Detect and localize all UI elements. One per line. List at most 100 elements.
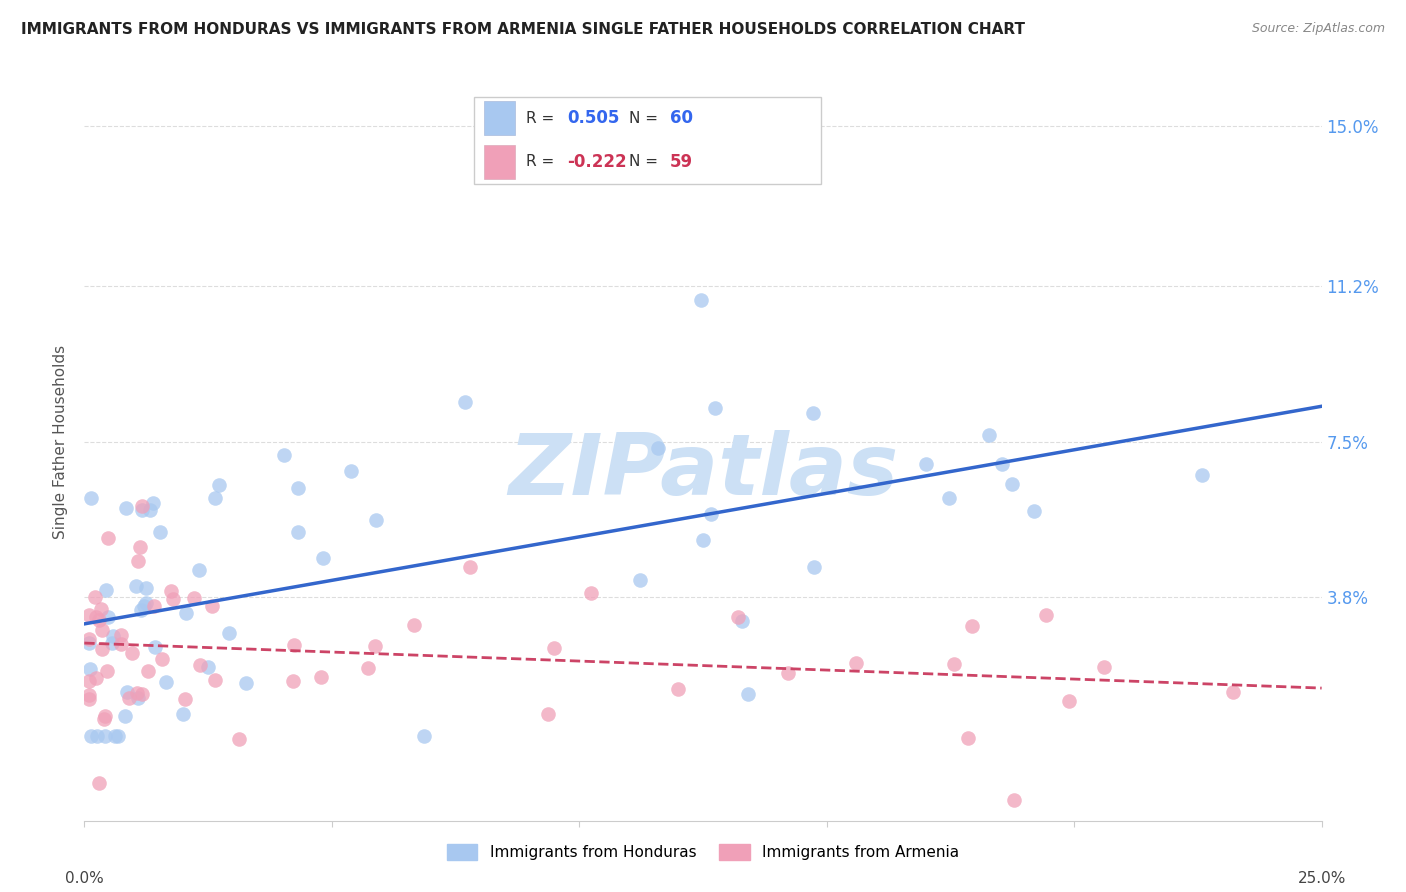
Point [204,491,226,505]
Point [1002,792,1025,806]
Text: ZIPatlas: ZIPatlas [508,430,898,514]
Point [134,599,156,614]
Point [94,730,117,744]
Point [101,636,124,650]
Point [312,551,335,566]
Point [1057,693,1080,707]
Text: 0.505: 0.505 [567,110,619,128]
Point [139,503,162,517]
Point [977,428,1000,442]
Point [340,464,363,478]
Point [79,608,101,623]
Point [197,659,219,673]
Point [700,507,723,521]
Point [309,670,332,684]
Point [110,628,132,642]
Point [1024,503,1046,517]
Point [115,501,138,516]
Point [363,639,385,653]
Point [281,674,304,689]
Point [1222,685,1244,699]
Point [142,496,165,510]
Point [121,646,143,660]
Point [155,675,177,690]
Text: 59: 59 [669,153,693,171]
Point [104,730,127,744]
Point [727,610,749,624]
Point [579,585,602,599]
Text: R =: R = [526,154,560,169]
Point [938,491,960,505]
Point [845,657,868,671]
Point [287,481,309,495]
Text: 25.0%: 25.0% [1298,871,1346,886]
Point [543,640,565,655]
Point [131,687,153,701]
Point [135,596,157,610]
Point [690,293,713,307]
Point [83,591,105,605]
Point [287,525,309,540]
Point [93,712,115,726]
Point [131,499,153,513]
Point [94,708,117,723]
Point [136,664,159,678]
FancyBboxPatch shape [484,102,515,136]
Point [704,401,727,416]
Point [218,625,240,640]
Y-axis label: Single Father Households: Single Father Households [53,344,69,539]
Point [97,531,120,545]
Point [118,690,141,705]
Point [357,661,380,675]
Point [160,584,183,599]
Point [228,731,250,746]
Point [956,731,979,745]
Point [173,692,195,706]
Point [114,709,136,723]
Point [129,603,152,617]
Text: N =: N = [628,111,662,126]
Point [135,581,157,595]
Text: IMMIGRANTS FROM HONDURAS VS IMMIGRANTS FROM ARMENIA SINGLE FATHER HOUSEHOLDS COR: IMMIGRANTS FROM HONDURAS VS IMMIGRANTS F… [21,22,1025,37]
FancyBboxPatch shape [474,96,821,184]
Point [107,730,129,744]
Point [188,658,211,673]
Point [128,540,150,554]
Text: 0.0%: 0.0% [65,871,104,886]
Point [143,599,166,614]
Text: 60: 60 [669,110,693,128]
Point [97,610,120,624]
Point [283,638,305,652]
Text: -0.222: -0.222 [567,153,627,171]
Point [127,686,149,700]
Point [204,673,226,687]
Point [174,606,197,620]
Point [201,599,224,613]
Point [208,477,231,491]
Point [84,610,107,624]
Point [647,441,669,455]
Point [402,617,425,632]
Point [537,706,560,721]
Point [454,394,477,409]
Point [803,560,825,574]
Point [127,554,149,568]
Point [172,706,194,721]
Point [183,591,205,606]
Point [79,632,101,646]
Point [87,776,110,790]
Point [79,689,101,703]
Point [127,690,149,705]
Point [90,602,112,616]
Text: Source: ZipAtlas.com: Source: ZipAtlas.com [1251,22,1385,36]
Point [84,671,107,685]
Point [1035,608,1057,623]
Point [960,618,983,632]
Point [90,641,112,656]
Point [776,665,799,680]
Point [630,573,652,587]
Point [1094,659,1116,673]
Point [79,674,101,689]
Point [86,730,108,744]
Point [79,662,101,676]
